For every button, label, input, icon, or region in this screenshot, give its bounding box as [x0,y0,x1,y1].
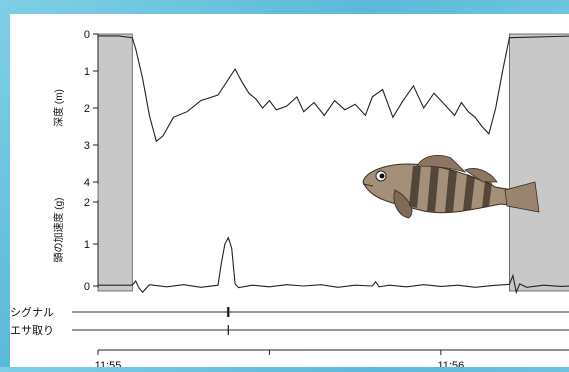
fish-dorsal-fin-rear [464,168,498,183]
accel-y-tick-label: 0 [84,281,90,293]
accel-axis-label: 頭の加速度 (g) [52,198,65,263]
figure-panel: 0 1 2 3 4 深度 (m) 0 1 2 頭の加速度 (g) シグナル エサ取り 11:55 1… [10,14,569,372]
accel-y-tick-label: 2 [84,197,90,209]
accel-y-tick-label: 1 [84,239,90,251]
fish-pupil [379,173,385,179]
depth-y-tick-label: 3 [84,140,90,152]
time-axis-tick-label: 11:56 [437,360,464,367]
depth-y-tick-label: 2 [84,103,90,115]
fish-tail-fin [504,181,540,213]
surface-shade [97,33,133,292]
event-row-label: エサ取り [10,324,54,337]
depth-y-tick-label: 0 [84,29,90,41]
accel-series-line [98,236,569,295]
depth-panel: 0 1 2 3 4 深度 (m) [52,29,569,292]
depth-y-tick-label: 1 [84,66,90,78]
event-row-label: シグナル [10,305,54,319]
time-axis: 11:55 11:56 [95,349,569,372]
depth-axis-label: 深度 (m) [52,89,65,127]
fish-mouth [362,183,374,187]
depth-series-line [98,35,569,143]
goby-fish-illustration [362,155,540,219]
fish-stripes [409,166,492,212]
depth-y-tick-label: 4 [84,177,90,189]
surface-shade [509,33,569,292]
accel-panel: 0 1 2 頭の加速度 (g) [52,197,569,295]
fish-pectoral-fin [393,189,413,219]
time-axis-tick-label: 11:55 [95,360,122,367]
